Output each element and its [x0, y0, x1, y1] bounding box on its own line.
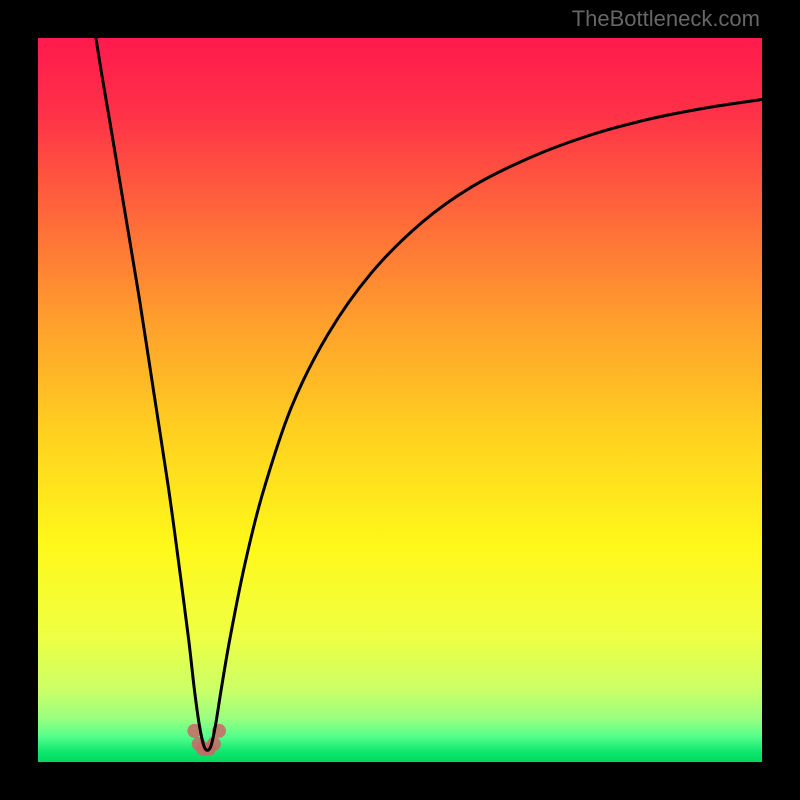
watermark-text: TheBottleneck.com	[572, 6, 760, 32]
chart-svg	[38, 38, 762, 762]
gradient-background	[38, 38, 762, 762]
plot-area	[38, 38, 762, 762]
